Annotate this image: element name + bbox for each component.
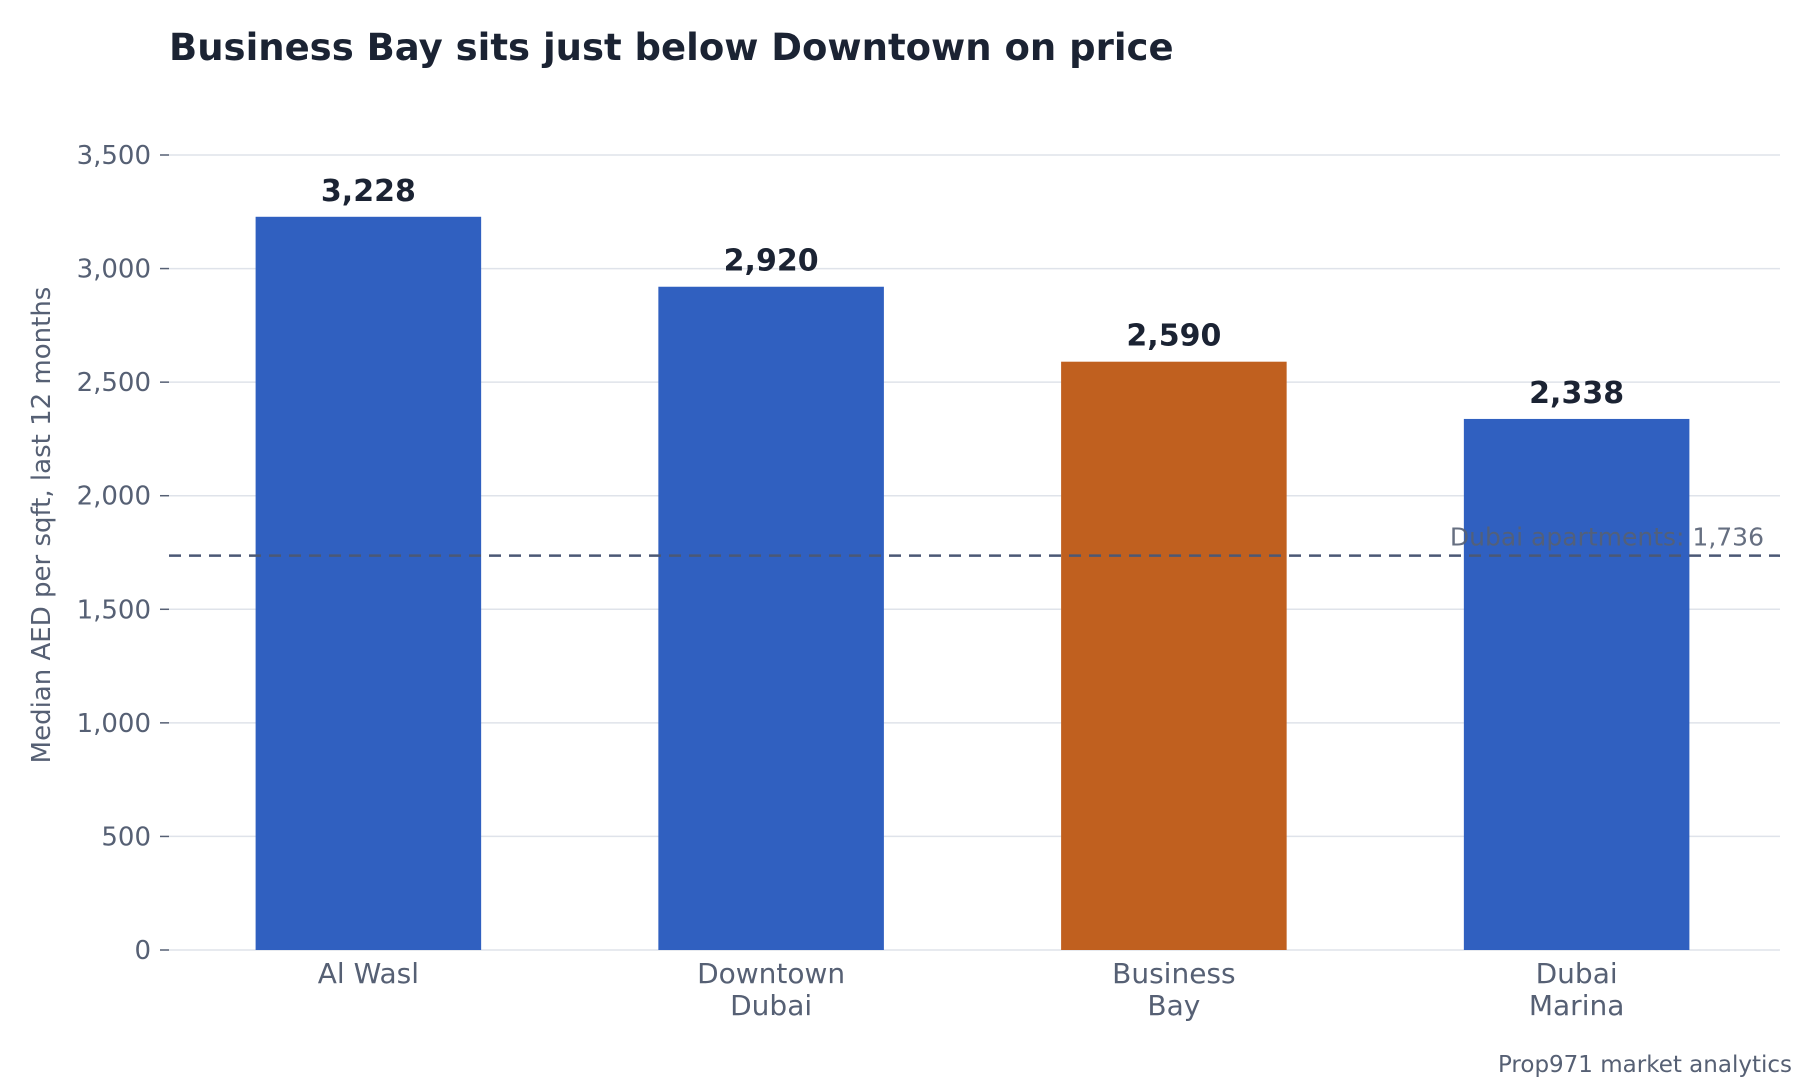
x-axis: Al Wasl DowntownDubaiBusinessBayDubaiMari… (318, 957, 1625, 1022)
x-tick-label-1-0: Downtown (697, 957, 845, 990)
x-tick-label-2-0: Business (1112, 957, 1235, 990)
data-labels: 3,228 2,920 2,590 2,338 (321, 174, 1624, 411)
bar-0 (255, 216, 482, 951)
data-label-2: 2,590 (1126, 319, 1221, 354)
y-tick-label: 500 (101, 822, 151, 852)
y-tick-label: 3,500 (77, 141, 151, 171)
y-tick-label: 2,000 (77, 482, 151, 512)
bar-2 (1061, 361, 1287, 950)
x-tick-label-3-0: Dubai (1536, 957, 1618, 990)
bar-1 (658, 286, 884, 950)
x-tick-label-0-0: Al Wasl (318, 957, 419, 990)
reference-line-group: Dubai apartments: 1,736 (169, 523, 1780, 557)
x-tick-label-3-1: Marina (1529, 989, 1625, 1022)
y-tick-label: 0 (134, 936, 151, 966)
bar-3 (1463, 418, 1690, 950)
y-tick-label: 1,500 (77, 595, 151, 625)
source-label: Prop971 market analytics (1498, 1052, 1792, 1078)
y-tick-label: 3,000 (77, 255, 151, 285)
x-tick-label-1-1: Dubai (730, 989, 812, 1022)
y-tick-label: 1,000 (77, 709, 151, 739)
data-label-1: 2,920 (724, 244, 819, 279)
chart-title: Business Bay sits just below Downtown on… (169, 26, 1174, 69)
y-tick-label: 2,500 (77, 368, 151, 398)
y-axis: 0 500 1,000 1,500 2,000 2,500 3,000 3,500 (77, 141, 169, 966)
x-tick-label-2-1: Bay (1147, 989, 1200, 1022)
y-axis-title: Median AED per sqft, last 12 months (27, 287, 57, 764)
bars (255, 216, 1690, 951)
reference-line-label: Dubai apartments: 1,736 (1450, 523, 1764, 552)
data-label-3: 2,338 (1529, 376, 1624, 411)
data-label-0: 3,228 (321, 174, 416, 209)
